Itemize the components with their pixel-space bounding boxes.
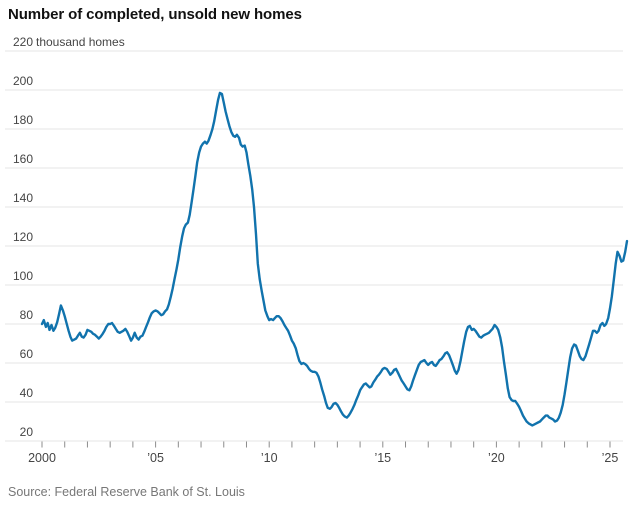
data-line [40,91,629,427]
chart-title: Number of completed, unsold new homes [8,6,302,23]
source-note: Source: Federal Reserve Bank of St. Loui… [8,485,245,499]
